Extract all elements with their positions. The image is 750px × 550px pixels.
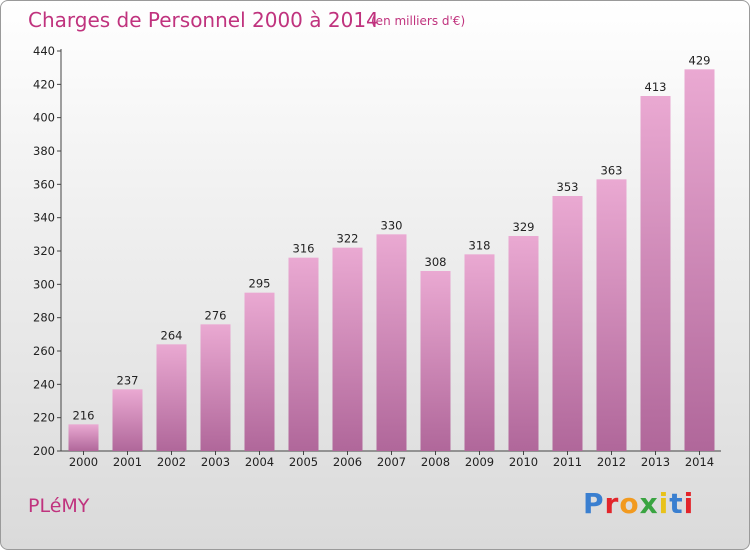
proxiti-logo: Proxiti xyxy=(583,487,694,520)
bar xyxy=(420,271,451,451)
x-tick-label: 2013 xyxy=(641,455,670,469)
bar xyxy=(332,247,363,451)
x-tick-label: 2008 xyxy=(421,455,450,469)
bar-value-label: 330 xyxy=(381,218,403,232)
logo-letter: x xyxy=(639,487,659,520)
y-tick-label: 340 xyxy=(33,211,55,225)
axes: 200 220 240 260 280 300 320 340 360 380 400 420 440 2… xyxy=(33,44,721,469)
x-tick-label: 2007 xyxy=(377,455,406,469)
y-tick-label: 320 xyxy=(33,244,55,258)
chart-subtitle: (en milliers d'€) xyxy=(371,14,466,28)
bar-value-label: 322 xyxy=(337,232,359,246)
logo-letter: r xyxy=(604,487,620,520)
bar xyxy=(288,257,319,451)
x-tick-label: 2009 xyxy=(465,455,494,469)
bar xyxy=(508,236,539,451)
bar xyxy=(112,389,143,451)
x-tick-label: 2006 xyxy=(333,455,362,469)
x-tick-label: 2014 xyxy=(685,455,714,469)
y-tick-label: 440 xyxy=(33,44,55,58)
logo-letter: o xyxy=(619,487,640,520)
y-tick-label: 260 xyxy=(33,344,55,358)
bar xyxy=(156,344,187,451)
bar-value-label: 264 xyxy=(161,328,183,342)
bar xyxy=(200,324,231,451)
commune-name: PLéMY xyxy=(28,495,90,517)
x-tick-label: 2003 xyxy=(201,455,230,469)
bar-value-label: 363 xyxy=(601,163,623,177)
y-tick-label: 380 xyxy=(33,144,55,158)
bar xyxy=(640,96,671,451)
bars xyxy=(68,69,715,452)
y-tick-label: 360 xyxy=(33,177,55,191)
bar-value-label: 216 xyxy=(73,408,95,422)
bar-value-label: 329 xyxy=(513,220,535,234)
y-tick-label: 200 xyxy=(33,444,55,458)
x-tick-label: 2002 xyxy=(157,455,186,469)
x-tick-label: 2012 xyxy=(597,455,626,469)
x-tick-label: 2000 xyxy=(69,455,98,469)
bar xyxy=(244,292,275,451)
bar xyxy=(596,179,627,452)
bar-value-label: 276 xyxy=(205,308,227,322)
bar-value-label: 308 xyxy=(425,255,447,269)
x-tick-label: 2011 xyxy=(553,455,582,469)
bar xyxy=(464,254,495,451)
y-tick-label: 300 xyxy=(33,277,55,291)
y-tick-label: 220 xyxy=(33,411,55,425)
logo-letter: i xyxy=(658,487,670,520)
bar-value-label: 237 xyxy=(117,373,139,387)
bar xyxy=(684,69,715,451)
y-tick-label: 240 xyxy=(33,377,55,391)
bar-value-label: 413 xyxy=(645,80,667,94)
x-tick-label: 2001 xyxy=(113,455,142,469)
x-tick-label: 2005 xyxy=(289,455,318,469)
bar-value-label: 353 xyxy=(557,180,579,194)
bar-value-label: 318 xyxy=(469,238,491,252)
bar-value-label: 316 xyxy=(293,242,315,256)
logo-letter: P xyxy=(583,487,605,520)
bar xyxy=(376,234,407,451)
y-tick-label: 280 xyxy=(33,311,55,325)
logo-letter: i xyxy=(683,487,695,520)
y-tick-label: 420 xyxy=(33,77,55,91)
x-tick-label: 2010 xyxy=(509,455,538,469)
bar-value-label: 429 xyxy=(689,53,711,67)
chart-title: Charges de Personnel 2000 à 2014 xyxy=(28,8,379,32)
bar xyxy=(68,424,99,451)
data-labels: 216 237 264 276 295 316 322 330 308 318 329 353 363 4… xyxy=(73,53,711,422)
bar-value-label: 295 xyxy=(249,277,271,291)
logo-letter: t xyxy=(669,487,684,520)
bar xyxy=(552,196,583,451)
x-tick-label: 2004 xyxy=(245,455,274,469)
y-tick-label: 400 xyxy=(33,111,55,125)
